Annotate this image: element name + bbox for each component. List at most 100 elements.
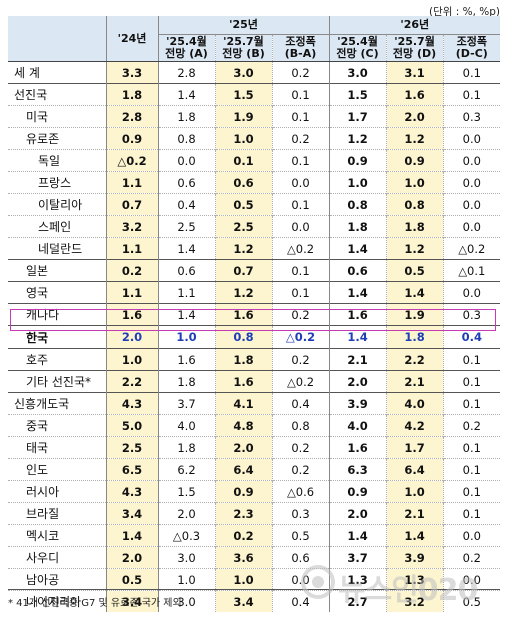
value-cell: 1.2 — [214, 237, 272, 260]
value-cell: 0.9 — [105, 127, 158, 150]
value-cell: 1.0 — [385, 171, 444, 194]
value-cell: 1.8 — [385, 215, 444, 238]
value-cell: 0.0 — [442, 171, 501, 194]
value-cell: 0.1 — [214, 149, 272, 172]
value-cell: 1.4 — [157, 237, 215, 260]
value-cell: 4.3 — [105, 480, 158, 503]
value-cell: 3.4 — [105, 590, 158, 612]
value-cell: 6.2 — [157, 458, 215, 481]
table-row: 브라질 3.4 2.0 2.3 0.3 2.0 2.1 0.1 — [8, 502, 501, 525]
value-cell: 3.2 — [385, 590, 444, 612]
row-label: 기타 선진국* — [8, 370, 106, 393]
value-cell: △0.2 — [271, 237, 330, 260]
value-cell: 2.8 — [105, 105, 158, 128]
value-cell: 1.4 — [328, 237, 387, 260]
row-label: 선진국 — [8, 83, 106, 106]
value-cell: 1.6 — [157, 348, 215, 371]
table-row: 신흥개도국 4.3 3.7 4.1 0.4 3.9 4.0 0.1 — [8, 392, 501, 415]
value-cell: 1.6 — [328, 436, 387, 459]
table-row: 호주 1.0 1.6 1.8 0.2 2.1 2.2 0.1 — [8, 348, 501, 371]
value-cell: 1.4 — [157, 303, 215, 326]
table-row: 멕시코 1.4 △0.3 0.2 0.5 1.4 1.4 0.0 — [8, 524, 501, 547]
value-cell: 1.0 — [157, 325, 215, 349]
value-cell: 0.4 — [157, 193, 215, 216]
value-cell: 0.1 — [442, 348, 501, 371]
value-cell: 0.2 — [271, 436, 330, 459]
row-label: 사우디 — [8, 546, 106, 569]
value-cell: 0.6 — [157, 259, 215, 282]
row-label: 이탈리아 — [8, 193, 106, 216]
value-cell: 1.3 — [328, 568, 387, 591]
table-row: 이탈리아 0.7 0.4 0.5 0.1 0.8 0.8 0.0 — [8, 193, 501, 216]
table-row: 인도 6.5 6.2 6.4 0.2 6.3 6.4 0.1 — [8, 458, 501, 481]
value-cell: 0.1 — [271, 281, 330, 304]
value-cell: 3.9 — [385, 546, 444, 569]
row-label: 네덜란드 — [8, 237, 106, 260]
value-cell: 0.4 — [271, 590, 330, 612]
value-cell: 0.2 — [271, 303, 330, 326]
table-row: 사우디 2.0 3.0 3.6 0.6 3.7 3.9 0.2 — [8, 546, 501, 569]
value-cell: 1.1 — [157, 281, 215, 304]
value-cell: 1.1 — [105, 281, 158, 304]
table-row: 나이지리아 3.4 3.0 3.4 0.4 2.7 3.2 0.5 — [8, 590, 501, 612]
value-cell: 3.0 — [157, 590, 215, 612]
table-row: 독일 △0.2 0.0 0.1 0.1 0.9 0.9 0.0 — [8, 149, 501, 172]
value-cell: 0.2 — [442, 546, 501, 569]
value-cell: 0.3 — [442, 303, 501, 326]
header-2025: '25년 — [157, 16, 330, 35]
row-label: 신흥개도국 — [8, 392, 106, 415]
value-cell: 0.9 — [385, 149, 444, 172]
value-cell: 3.3 — [105, 61, 158, 84]
value-cell: 0.6 — [271, 546, 330, 569]
value-cell: 1.9 — [385, 303, 444, 326]
value-cell: 1.7 — [328, 105, 387, 128]
value-cell: 0.0 — [271, 568, 330, 591]
row-label: 미국 — [8, 105, 106, 128]
table-row: 미국 2.8 1.8 1.9 0.1 1.7 2.0 0.3 — [8, 105, 501, 128]
value-cell: 2.3 — [214, 502, 272, 525]
value-cell: 1.4 — [385, 281, 444, 304]
value-cell: 3.0 — [328, 61, 387, 84]
value-cell: 1.8 — [328, 215, 387, 238]
table-body: 세 계 3.3 2.8 3.0 0.2 3.0 3.1 0.1 선진국 1.8 1.4 1.5 0.1 1… — [8, 61, 501, 612]
header-adjustment-2025: 조정폭 (B-A) — [271, 34, 330, 62]
value-cell: 1.5 — [214, 83, 272, 106]
value-cell: 0.1 — [442, 480, 501, 503]
table-bottom-border — [8, 589, 500, 590]
value-cell: 0.8 — [385, 193, 444, 216]
value-cell: 0.7 — [105, 193, 158, 216]
value-cell: 0.5 — [271, 524, 330, 547]
value-cell: 1.8 — [214, 348, 272, 371]
value-cell: 0.3 — [442, 105, 501, 128]
row-label: 러시아 — [8, 480, 106, 503]
row-label: 유로존 — [8, 127, 106, 150]
header-blank-cell — [8, 16, 106, 62]
header-2024: '24년 — [105, 16, 158, 62]
value-cell: 0.2 — [271, 348, 330, 371]
value-cell: 0.2 — [271, 127, 330, 150]
row-label: 스페인 — [8, 215, 106, 238]
value-cell: 0.1 — [442, 502, 501, 525]
value-cell: 0.5 — [385, 259, 444, 282]
value-cell: 0.5 — [105, 568, 158, 591]
value-cell: 1.4 — [105, 524, 158, 547]
value-cell: 1.0 — [214, 127, 272, 150]
value-cell: 2.0 — [385, 105, 444, 128]
value-cell: 1.2 — [385, 127, 444, 150]
value-cell: 0.9 — [328, 480, 387, 503]
header-apr-forecast-2025: '25.4월 전망 (A) — [157, 34, 215, 62]
value-cell: 2.0 — [105, 325, 158, 349]
value-cell: 0.0 — [442, 149, 501, 172]
value-cell: 0.1 — [271, 259, 330, 282]
value-cell: 1.6 — [105, 303, 158, 326]
value-cell: 1.0 — [157, 568, 215, 591]
value-cell: 0.1 — [271, 83, 330, 106]
row-label: 호주 — [8, 348, 106, 371]
value-cell: 0.1 — [442, 436, 501, 459]
unit-label: (단위 : %, %p) — [428, 6, 500, 18]
value-cell: 1.4 — [328, 281, 387, 304]
value-cell: 3.6 — [214, 546, 272, 569]
value-cell: 1.0 — [214, 568, 272, 591]
value-cell: 1.1 — [105, 171, 158, 194]
value-cell: 1.6 — [328, 303, 387, 326]
